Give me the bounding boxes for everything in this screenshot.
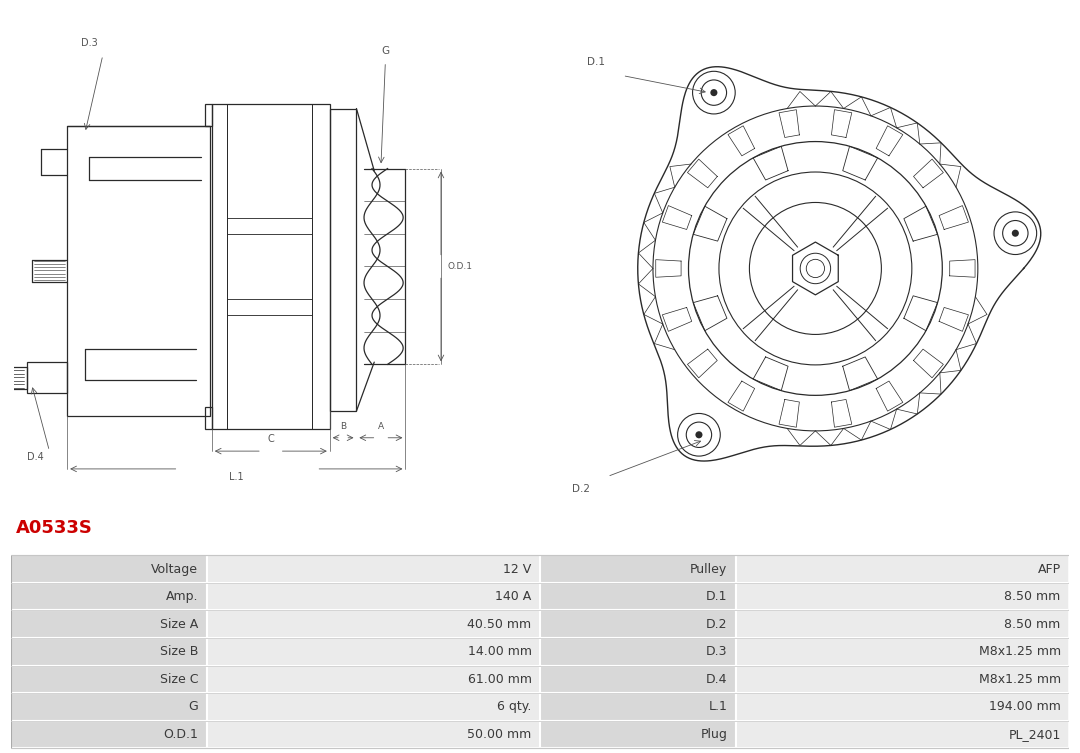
Text: O.D.1: O.D.1 (163, 728, 198, 741)
Bar (11, 638, 206, 666)
Bar (735, 638, 1069, 666)
Text: C: C (268, 434, 274, 444)
Text: 50.00 mm: 50.00 mm (468, 728, 531, 741)
Text: D.3: D.3 (81, 38, 97, 48)
Bar (27, 362, 67, 393)
Text: D.3: D.3 (706, 645, 727, 658)
Circle shape (696, 431, 702, 438)
Text: PL_2401: PL_2401 (1009, 728, 1061, 741)
Bar (206, 666, 540, 693)
Text: 8.50 mm: 8.50 mm (1004, 617, 1061, 631)
Bar (205, 407, 212, 429)
Bar (11, 611, 206, 638)
Bar (212, 104, 329, 429)
Text: M8x1.25 mm: M8x1.25 mm (978, 645, 1061, 658)
Bar (206, 583, 540, 611)
Text: 8.50 mm: 8.50 mm (1004, 590, 1061, 603)
Text: Plug: Plug (701, 728, 727, 741)
Bar (11, 556, 206, 583)
Text: L.1: L.1 (229, 472, 244, 482)
Bar (540, 583, 735, 611)
Bar (11, 666, 206, 693)
Bar (205, 104, 212, 127)
Text: M8x1.25 mm: M8x1.25 mm (978, 673, 1061, 686)
Text: 61.00 mm: 61.00 mm (468, 673, 531, 686)
Text: D.1: D.1 (706, 590, 727, 603)
Text: B: B (340, 422, 347, 431)
Bar (540, 666, 735, 693)
Bar (329, 108, 356, 411)
Bar (206, 693, 540, 721)
Bar (735, 583, 1069, 611)
Text: G: G (381, 46, 390, 56)
Text: AFP: AFP (1038, 562, 1061, 576)
Text: Size C: Size C (160, 673, 198, 686)
Bar (206, 638, 540, 666)
Bar (735, 556, 1069, 583)
Circle shape (1012, 230, 1018, 236)
Text: D.4: D.4 (706, 673, 727, 686)
Text: 140 A: 140 A (496, 590, 531, 603)
Bar (735, 693, 1069, 721)
Text: D.1: D.1 (588, 57, 605, 68)
Bar (735, 666, 1069, 693)
Text: A0533S: A0533S (16, 520, 93, 538)
Text: Voltage: Voltage (151, 562, 198, 576)
Text: Amp.: Amp. (165, 590, 198, 603)
Text: A: A (378, 422, 384, 431)
Text: 14.00 mm: 14.00 mm (468, 645, 531, 658)
Bar (206, 611, 540, 638)
Text: G: G (188, 700, 198, 713)
Bar (11, 693, 206, 721)
Text: D.4: D.4 (27, 452, 44, 462)
Bar (11, 556, 1069, 748)
Bar (5, 367, 27, 389)
Bar (735, 721, 1069, 748)
Text: 6 qty.: 6 qty. (497, 700, 531, 713)
Text: 40.50 mm: 40.50 mm (468, 617, 531, 631)
Bar (206, 556, 540, 583)
Bar (11, 721, 206, 748)
Text: 12 V: 12 V (503, 562, 531, 576)
Bar (11, 583, 206, 611)
Circle shape (711, 89, 717, 96)
Text: D.2: D.2 (571, 483, 590, 494)
Bar (67, 127, 210, 416)
Text: O.D.1: O.D.1 (447, 262, 473, 271)
Bar (540, 638, 735, 666)
Bar (540, 693, 735, 721)
Text: L.1: L.1 (708, 700, 727, 713)
Bar (206, 721, 540, 748)
Bar (540, 721, 735, 748)
Text: Size B: Size B (160, 645, 198, 658)
Text: Size A: Size A (160, 617, 198, 631)
Text: 194.00 mm: 194.00 mm (989, 700, 1061, 713)
Text: Pulley: Pulley (690, 562, 727, 576)
Bar (540, 556, 735, 583)
Bar (540, 611, 735, 638)
Text: D.2: D.2 (706, 617, 727, 631)
Bar (735, 611, 1069, 638)
